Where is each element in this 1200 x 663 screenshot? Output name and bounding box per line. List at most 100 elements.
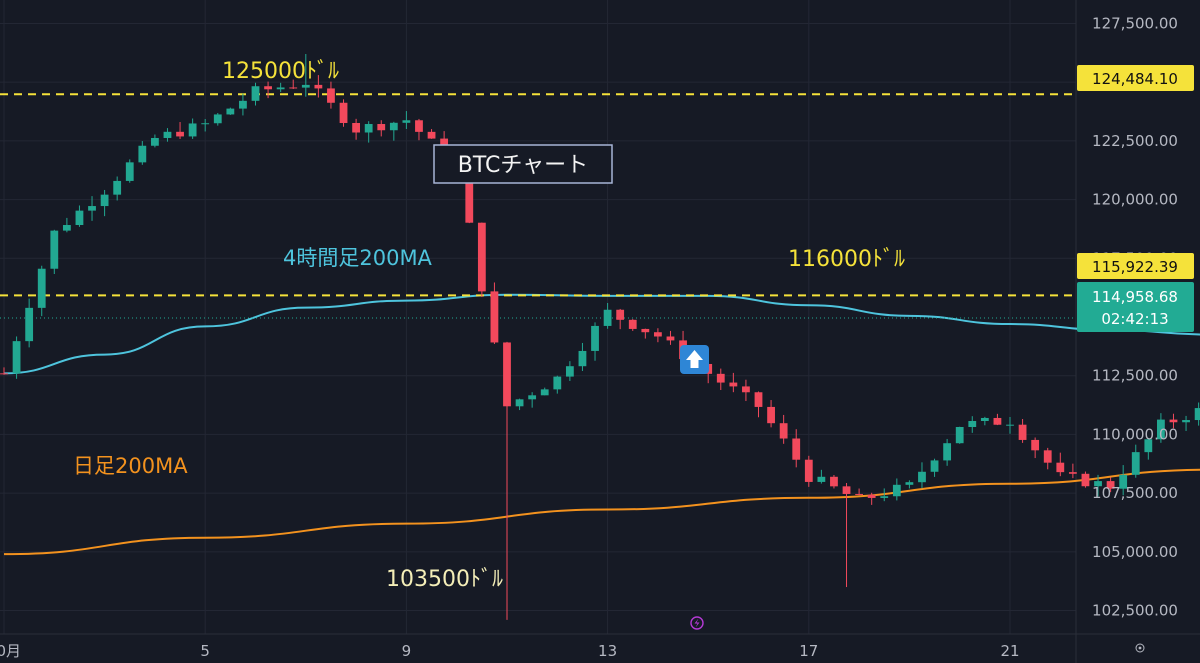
- price-tag-124484: 124,484.10: [1077, 65, 1194, 91]
- lightning-icon[interactable]: [690, 616, 704, 630]
- candle-body: [1194, 408, 1200, 421]
- candle: [364, 121, 373, 143]
- candle: [1043, 447, 1052, 470]
- lightning-icon-bolt: [694, 618, 700, 628]
- candle-body: [905, 482, 914, 485]
- candle: [830, 475, 838, 489]
- candle-body: [830, 476, 838, 487]
- candle: [201, 118, 210, 132]
- candle-body: [239, 100, 247, 109]
- candle-body: [892, 484, 901, 497]
- candle-body: [980, 417, 989, 422]
- candle-body: [754, 392, 763, 407]
- candle: [867, 492, 876, 505]
- candle-body: [201, 123, 210, 125]
- candle-body: [88, 206, 96, 211]
- candle-body: [113, 180, 122, 195]
- candle: [1094, 474, 1102, 497]
- candle: [892, 478, 901, 501]
- candle-body: [855, 493, 863, 495]
- candle-body: [402, 120, 411, 123]
- settings-icon-ring[interactable]: [1135, 643, 1145, 653]
- candle-body: [1094, 481, 1102, 487]
- candle-body: [301, 84, 310, 88]
- candle-body: [553, 376, 562, 390]
- horizontal-levels: [0, 93, 1076, 297]
- candle: [352, 118, 360, 140]
- candle-body: [1031, 439, 1040, 451]
- candle: [62, 217, 71, 233]
- candle-body: [226, 108, 235, 115]
- 4h-200ma-series: [3, 293, 1200, 375]
- candle: [565, 361, 574, 381]
- level-116000-label: 116000ﾄﾞﾙ: [788, 247, 905, 272]
- candle: [490, 282, 499, 345]
- candle: [779, 414, 788, 444]
- candle-body: [591, 325, 599, 351]
- candle: [842, 483, 851, 588]
- lightning-icon-ring[interactable]: [690, 616, 704, 630]
- candle: [742, 379, 750, 402]
- candle-body: [389, 122, 398, 131]
- candle-body: [327, 88, 335, 103]
- candle: [1006, 416, 1014, 434]
- candle-body: [767, 406, 775, 424]
- candle-body: [12, 341, 21, 374]
- candle-body: [62, 225, 71, 231]
- candle: [1068, 463, 1077, 479]
- candle-body: [465, 164, 474, 223]
- daily-200ma-label: 日足200MA: [73, 454, 188, 478]
- candle-body: [415, 120, 423, 132]
- candle: [213, 113, 222, 126]
- candle: [729, 372, 738, 393]
- low-103500-label: 103500ﾄﾞﾙ: [386, 567, 503, 592]
- candle-body: [603, 309, 612, 326]
- x-tick-label: 17: [799, 642, 818, 660]
- candle: [477, 222, 486, 298]
- level-125000-label: 125000ﾄﾞﾙ: [222, 59, 339, 84]
- candle-body: [918, 471, 926, 483]
- candle: [50, 229, 59, 275]
- candle: [37, 265, 46, 317]
- candle: [188, 118, 197, 139]
- candle: [289, 79, 298, 90]
- arrow-up-button[interactable]: [680, 345, 709, 374]
- candle-body: [1131, 452, 1140, 475]
- candle-body: [352, 122, 360, 133]
- candle-body: [628, 319, 637, 329]
- current-price-tag: 114,958.68 02:42:13: [1077, 282, 1194, 332]
- candle: [427, 129, 436, 139]
- chart-title-box: BTCチャート: [433, 144, 613, 184]
- 4h-200ma-line: [3, 293, 1200, 375]
- candle-body: [641, 328, 650, 333]
- candle-body: [276, 87, 285, 90]
- candle-body: [867, 494, 876, 498]
- candle-body: [1182, 420, 1190, 423]
- candle: [641, 328, 650, 339]
- candle: [163, 128, 172, 142]
- settings-icon[interactable]: [1135, 643, 1145, 653]
- candle-body: [540, 389, 549, 396]
- x-tick-label: 13: [598, 642, 617, 660]
- candle-body: [955, 427, 964, 444]
- candle: [264, 81, 272, 99]
- candle: [138, 141, 147, 165]
- candle-body: [654, 332, 662, 337]
- candle-body: [151, 137, 159, 146]
- x-tick-label: 5: [200, 642, 210, 660]
- candle-body: [1081, 473, 1090, 487]
- candle-body: [1056, 462, 1065, 473]
- y-tick-label: 112,500.00: [1092, 367, 1178, 385]
- candle: [578, 342, 587, 371]
- candle-body: [880, 496, 889, 498]
- candle: [415, 118, 423, 141]
- candle-body: [804, 459, 813, 482]
- price-tag-124484-bg: [1077, 65, 1194, 91]
- candle-body: [37, 268, 46, 308]
- current-price-value: 114,958.68: [1092, 288, 1178, 306]
- candle-body: [729, 382, 738, 387]
- time-axis[interactable]: 10月591317212511月5913: [0, 642, 1200, 660]
- candle-body: [842, 486, 851, 494]
- candle-body: [930, 460, 939, 472]
